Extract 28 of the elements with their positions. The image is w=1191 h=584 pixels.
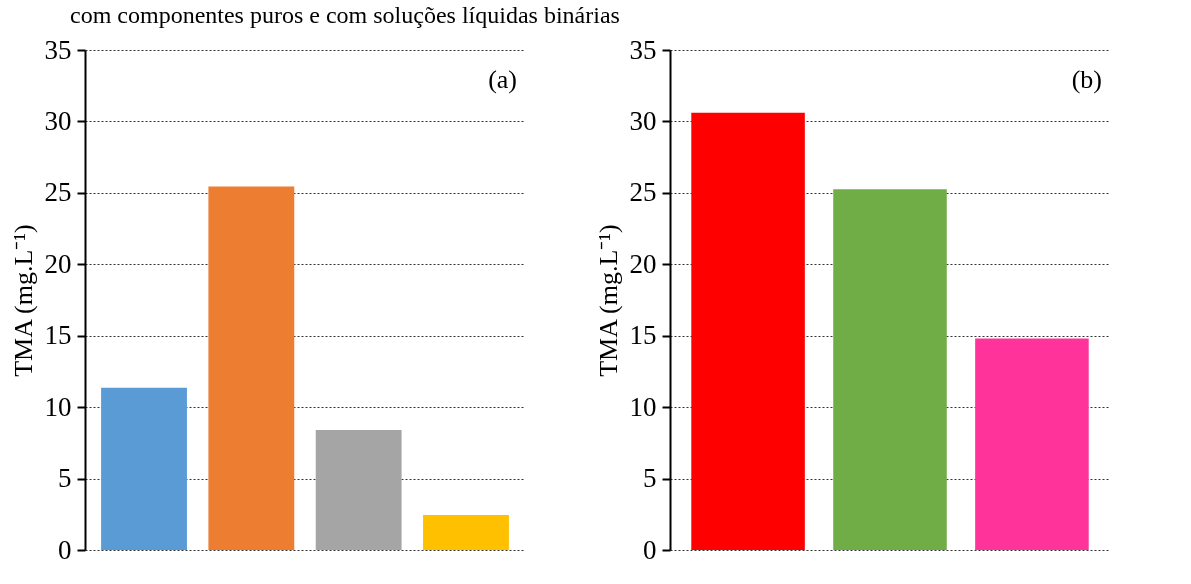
y-tick-label: 15 (44, 320, 72, 351)
y-tick-label: 30 (44, 105, 72, 136)
annotation: (a) (488, 65, 517, 94)
bar (315, 430, 402, 550)
bar (833, 189, 947, 550)
bar (208, 186, 295, 550)
y-tick-label: 35 (629, 34, 657, 65)
bar (975, 338, 1089, 550)
y-tick-label: 20 (44, 248, 72, 279)
y-tick-label: 20 (629, 248, 657, 279)
y-tick-label: 35 (44, 34, 72, 65)
bar (101, 387, 187, 550)
bar (691, 112, 805, 550)
chart-title: com componentes puros e com soluções líquidas binárias (70, 2, 620, 28)
y-tick-label: 30 (629, 105, 657, 136)
y-tick-label: 25 (629, 177, 657, 208)
annotation: (b) (1071, 65, 1102, 94)
bar (423, 515, 509, 550)
y-axis-title: TMA (mg.L⁻¹) (593, 224, 623, 377)
y-tick-label: 15 (629, 320, 657, 351)
y-tick-label: 5 (643, 463, 657, 494)
y-tick-label: 5 (58, 463, 72, 494)
y-tick-label: 0 (58, 534, 72, 565)
y-axis-title: TMA (mg.L⁻¹) (8, 224, 38, 377)
y-tick-label: 10 (44, 391, 72, 422)
y-tick-label: 25 (44, 177, 72, 208)
y-tick-label: 10 (629, 391, 657, 422)
y-tick-label: 0 (643, 534, 657, 565)
